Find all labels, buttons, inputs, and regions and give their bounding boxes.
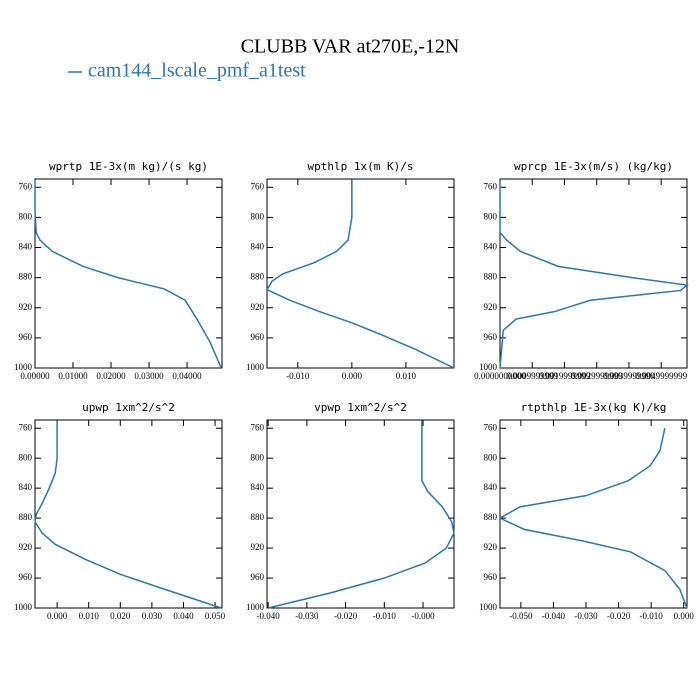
panel-title: wpthlp 1x(m K)/s <box>308 160 414 173</box>
y-tick-label: 1000 <box>14 362 33 372</box>
x-tick-label: -0.010 <box>286 371 310 381</box>
x-tick-label: 0.02000 <box>96 371 126 381</box>
y-tick-label: 840 <box>251 482 265 492</box>
plot-frame <box>266 178 455 369</box>
y-tick-label: 800 <box>484 211 498 221</box>
y-tick-label: 880 <box>19 272 33 282</box>
x-tick-label: -0.020 <box>334 611 358 621</box>
y-tick-label: 920 <box>19 302 33 312</box>
panel-title: wprcp 1E-3x(m/s) (kg/kg) <box>514 160 673 173</box>
profile-line <box>265 179 455 369</box>
x-tick-label: 0.0029999999 <box>571 371 623 381</box>
profile-line <box>267 420 455 609</box>
panel-title: vpwp 1xm^2/s^2 <box>314 401 407 414</box>
profile-line <box>499 179 689 369</box>
x-tick-label: 0.020 <box>110 611 131 621</box>
x-tick-label: 0.050 <box>205 611 226 621</box>
y-tick-label: 840 <box>484 242 498 252</box>
plot-frame <box>266 419 455 609</box>
x-tick-label: -0.010 <box>373 611 397 621</box>
x-tick-label: 0.010 <box>79 611 100 621</box>
y-tick-label: 920 <box>19 542 33 552</box>
y-tick-label: 800 <box>251 452 265 462</box>
plot-frame <box>499 178 688 369</box>
x-tick-label: 0.000 <box>47 611 68 621</box>
panel-title: upwp 1xm^2/s^2 <box>82 401 175 414</box>
y-tick-label: 840 <box>19 242 33 252</box>
y-tick-label: 920 <box>251 302 265 312</box>
y-tick-label: 920 <box>484 542 498 552</box>
y-tick-label: 840 <box>251 242 265 252</box>
y-tick-label: 1000 <box>246 362 265 372</box>
y-tick-label: 880 <box>251 272 265 282</box>
x-tick-label: 0.0000000000 <box>474 371 526 381</box>
y-tick-label: 760 <box>251 422 265 432</box>
y-tick-label: 1000 <box>479 602 498 612</box>
y-tick-label: 760 <box>251 181 265 191</box>
y-tick-label: 960 <box>19 332 33 342</box>
plot-frame <box>499 419 688 609</box>
x-tick-label: 0.04000 <box>172 371 202 381</box>
y-tick-label: 880 <box>484 512 498 522</box>
y-tick-label: 800 <box>251 211 265 221</box>
x-tick-label: -0.030 <box>295 611 319 621</box>
y-tick-label: 760 <box>484 181 498 191</box>
y-tick-label: 960 <box>484 572 498 582</box>
x-tick-label: -0.050 <box>509 611 533 621</box>
y-tick-label: 880 <box>484 272 498 282</box>
y-tick-label: 840 <box>19 482 33 492</box>
x-tick-label: 0.0049999999 <box>635 371 687 381</box>
profile-line <box>498 428 688 609</box>
x-tick-label: -0.010 <box>640 611 664 621</box>
y-tick-label: 760 <box>19 181 33 191</box>
figure-title: CLUBB VAR at270E,-12N <box>241 36 460 58</box>
y-tick-label: 880 <box>251 512 265 522</box>
y-tick-label: 800 <box>19 452 33 462</box>
x-tick-label: 0.030 <box>142 611 163 621</box>
y-tick-label: 960 <box>251 572 265 582</box>
y-tick-label: 760 <box>19 422 33 432</box>
x-tick-label: -0.030 <box>574 611 598 621</box>
y-tick-label: 800 <box>484 452 498 462</box>
profile-line <box>34 179 222 369</box>
y-tick-label: 760 <box>484 422 498 432</box>
y-tick-label: 800 <box>19 211 33 221</box>
x-tick-label: 0.000 <box>342 371 363 381</box>
panel-title: rtpthlp 1E-3x(kg K)/kg <box>521 401 667 414</box>
y-tick-label: 920 <box>251 542 265 552</box>
x-tick-label: 0.00000 <box>20 371 50 381</box>
x-tick-label: 0.0009999999 <box>506 371 558 381</box>
x-tick-label: 0.000 <box>674 611 695 621</box>
y-tick-label: 960 <box>251 332 265 342</box>
y-tick-label: 960 <box>19 572 33 582</box>
y-tick-label: 920 <box>484 302 498 312</box>
x-tick-label: -0.040 <box>542 611 566 621</box>
x-tick-label: 0.01000 <box>58 371 88 381</box>
panel-title: wprtp 1E-3x(m kg)/(s kg) <box>49 160 208 173</box>
y-tick-label: 1000 <box>479 362 498 372</box>
legend-label: cam144_lscale_pmf_a1test <box>88 60 306 82</box>
y-tick-label: 1000 <box>14 602 33 612</box>
x-tick-label: 0.03000 <box>134 371 164 381</box>
x-tick-label: 0.010 <box>396 371 417 381</box>
x-tick-label: -0.000 <box>411 611 435 621</box>
x-tick-label: 0.0019999999 <box>539 371 591 381</box>
y-tick-label: 960 <box>484 332 498 342</box>
x-tick-label: -0.040 <box>257 611 281 621</box>
plot-frame <box>34 178 223 369</box>
y-tick-label: 840 <box>484 482 498 492</box>
y-tick-label: 1000 <box>246 602 265 612</box>
x-tick-label: 0.0039999999 <box>603 371 655 381</box>
y-tick-label: 880 <box>19 512 33 522</box>
x-tick-label: 0.040 <box>173 611 194 621</box>
plot-frame <box>34 419 223 609</box>
x-tick-label: -0.020 <box>607 611 631 621</box>
profile-line <box>34 420 222 609</box>
